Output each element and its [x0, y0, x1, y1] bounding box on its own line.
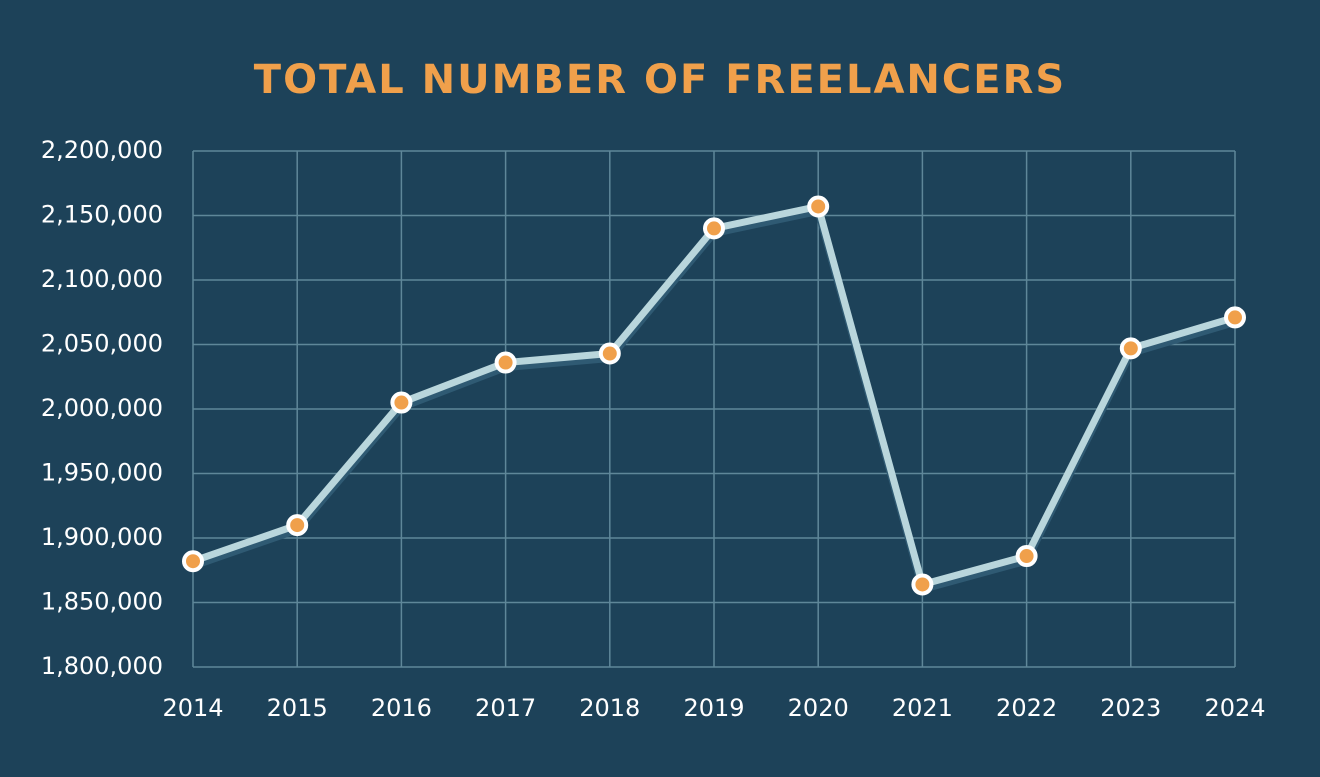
point: [494, 351, 517, 374]
y-tick-label: 1,800,000: [41, 652, 163, 680]
y-tick-label: 2,050,000: [41, 330, 163, 358]
y-tick-label: 2,200,000: [41, 136, 163, 164]
x-tick-label: 2024: [1204, 694, 1265, 722]
point: [598, 342, 621, 365]
x-tick-label: 2017: [475, 694, 536, 722]
point: [1015, 545, 1038, 568]
y-tick-label: 2,100,000: [41, 265, 163, 293]
x-tick-label: 2015: [267, 694, 328, 722]
x-tick-label: 2020: [788, 694, 849, 722]
point: [390, 391, 413, 414]
x-tick-label: 2021: [892, 694, 953, 722]
point: [286, 514, 309, 537]
y-tick-label: 2,150,000: [41, 201, 163, 229]
point: [911, 573, 934, 596]
chart-title: TOTAL NUMBER OF FREELANCERS: [254, 57, 1066, 103]
point: [1119, 337, 1142, 360]
x-tick-label: 2016: [371, 694, 432, 722]
point: [182, 550, 204, 573]
x-tick-label: 2022: [996, 694, 1057, 722]
y-tick-label: 1,900,000: [41, 523, 163, 551]
point: [703, 217, 725, 240]
x-tick-label: 2023: [1100, 694, 1161, 722]
y-tick-label: 1,850,000: [41, 588, 163, 616]
y-tick-label: 2,000,000: [41, 394, 163, 422]
x-tick-label: 2014: [162, 694, 223, 722]
point: [1224, 306, 1246, 329]
x-tick-label: 2019: [683, 694, 744, 722]
y-tick-label: 1,950,000: [41, 459, 163, 487]
x-tick-label: 2018: [579, 694, 640, 722]
point: [807, 195, 830, 218]
